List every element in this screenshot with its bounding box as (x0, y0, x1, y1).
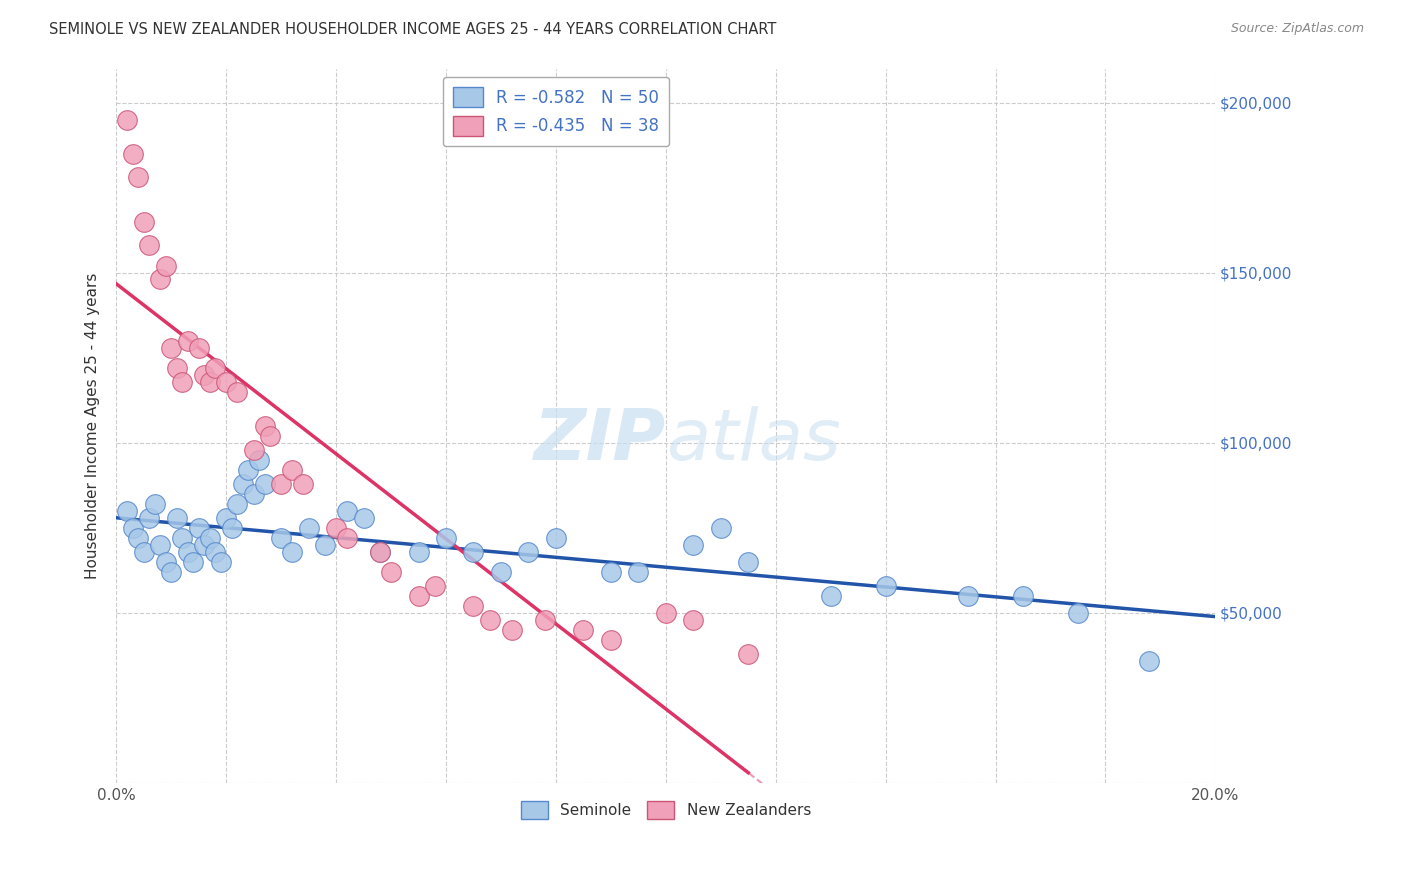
Point (247, 452, 270, 467)
Point (281, 544, 304, 558)
Point (253, 476, 276, 491)
Point (155, 259, 177, 273)
Point (160, 341, 183, 355)
Point (193, 538, 215, 552)
Point (172, 531, 194, 545)
Point (682, 538, 704, 552)
Point (132, 214, 155, 228)
Point (177, 334, 200, 348)
Point (166, 510, 188, 524)
Point (242, 487, 264, 501)
Point (198, 531, 221, 545)
Point (270, 476, 292, 491)
Point (423, 579, 446, 593)
Legend: Seminole, New Zealanders: Seminole, New Zealanders (515, 795, 817, 825)
Point (408, 544, 430, 558)
Point (655, 606, 678, 620)
Point (501, 623, 523, 637)
Point (226, 384, 249, 399)
Point (177, 544, 200, 558)
Point (221, 521, 243, 535)
Point (138, 510, 160, 524)
Point (325, 521, 347, 535)
Point (132, 544, 155, 558)
Text: atlas: atlas (666, 406, 841, 475)
Text: ZIP: ZIP (533, 406, 666, 475)
Point (534, 613, 557, 627)
Point (820, 589, 842, 603)
Point (138, 238, 160, 252)
Point (572, 623, 595, 637)
Point (238, 463, 260, 477)
Point (187, 521, 209, 535)
Point (121, 521, 143, 535)
Point (627, 565, 650, 579)
Point (117, 112, 139, 127)
Point (121, 146, 143, 161)
Point (187, 341, 209, 355)
Point (259, 429, 281, 443)
Point (599, 633, 621, 648)
Point (181, 555, 204, 569)
Point (682, 613, 704, 627)
Point (1067, 606, 1090, 620)
Point (544, 531, 567, 545)
Y-axis label: Householder Income Ages 25 - 44 years: Householder Income Ages 25 - 44 years (86, 273, 100, 579)
Point (737, 555, 759, 569)
Point (368, 544, 391, 558)
Point (336, 531, 359, 545)
Point (297, 521, 319, 535)
Point (242, 442, 264, 457)
Point (463, 599, 485, 613)
Text: SEMINOLE VS NEW ZEALANDER HOUSEHOLDER INCOME AGES 25 - 44 YEARS CORRELATION CHAR: SEMINOLE VS NEW ZEALANDER HOUSEHOLDER IN… (49, 22, 776, 37)
Point (599, 565, 621, 579)
Point (198, 375, 221, 389)
Point (517, 544, 540, 558)
Point (215, 510, 238, 524)
Point (737, 647, 759, 661)
Point (160, 565, 183, 579)
Point (478, 613, 501, 627)
Point (281, 463, 304, 477)
Point (1137, 654, 1160, 668)
Point (127, 531, 149, 545)
Point (292, 476, 315, 491)
Point (117, 504, 139, 518)
Point (875, 579, 897, 593)
Point (353, 510, 375, 524)
Point (368, 544, 391, 558)
Point (172, 375, 194, 389)
Point (166, 360, 188, 375)
Point (408, 589, 430, 603)
Point (209, 555, 232, 569)
Point (270, 531, 292, 545)
Point (336, 504, 359, 518)
Point (1012, 589, 1035, 603)
Point (226, 497, 249, 511)
Point (380, 565, 402, 579)
Point (204, 360, 226, 375)
Point (155, 555, 177, 569)
Text: Source: ZipAtlas.com: Source: ZipAtlas.com (1230, 22, 1364, 36)
Point (127, 170, 149, 185)
Point (253, 418, 276, 433)
Point (489, 565, 512, 579)
Point (193, 368, 215, 382)
Point (463, 544, 485, 558)
Point (434, 531, 457, 545)
Point (143, 497, 166, 511)
Point (232, 476, 254, 491)
Point (149, 538, 172, 552)
Point (314, 538, 336, 552)
Point (204, 544, 226, 558)
Point (149, 272, 172, 286)
Point (957, 589, 980, 603)
Point (710, 521, 733, 535)
Point (215, 375, 238, 389)
